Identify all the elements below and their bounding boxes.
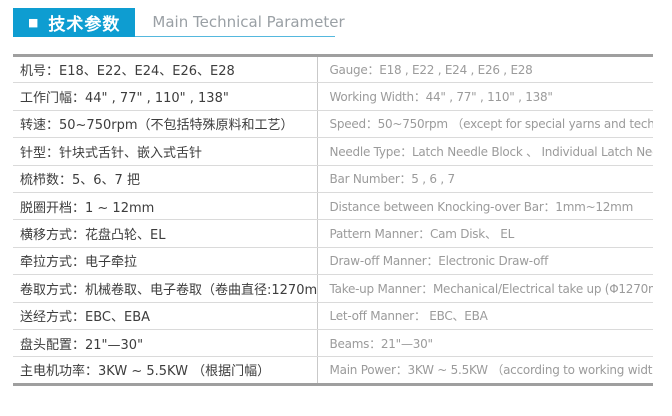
- spec-cell-chinese: 卷取方式：机械卷取、电子卷取（卷曲直径:1270mm): [13, 274, 318, 303]
- section-header: ■ 技术参数 Main Technical Parameter: [13, 8, 672, 37]
- table-row: 工作门幅：44" , 77" , 110" , 138" Working Wid…: [13, 82, 653, 111]
- spec-cell-english: Draw-off Manner：Electronic Draw-off: [317, 247, 653, 276]
- table-row: 盘头配置：21"—30" Beams：21"—30": [13, 329, 653, 358]
- section-subtitle-wrap: Main Technical Parameter: [135, 8, 345, 37]
- spec-cell-english: Let-off Manner： EBC、EBA: [317, 302, 653, 330]
- table-row: 机号：E18、E22、E24、E26、E28 Gauge：E18 , E22 ,…: [13, 55, 653, 84]
- spec-cell-english: Take-up Manner：Mechanical/Electrical tak…: [317, 274, 653, 303]
- table-row: 脱圈开档：1 ~ 12mm Distance between Knocking-…: [13, 192, 653, 221]
- spec-cell-chinese: 机号：E18、E22、E24、E26、E28: [13, 55, 318, 84]
- square-bullet-icon: ■: [28, 16, 40, 29]
- table-row: 针型：针块式舌针、嵌入式舌针 Needle Type：Latch Needle …: [13, 137, 653, 166]
- section-title-en: Main Technical Parameter: [152, 13, 345, 31]
- spec-cell-chinese: 牵拉方式：电子牵拉: [13, 247, 318, 276]
- spec-cell-chinese: 工作门幅：44" , 77" , 110" , 138": [13, 82, 318, 111]
- spec-cell-chinese: 横移方式：花盘凸轮、EL: [13, 219, 318, 248]
- table-row: 牵拉方式：电子牵拉 Draw-off Manner：Electronic Dra…: [13, 247, 653, 276]
- spec-cell-chinese: 针型：针块式舌针、嵌入式舌针: [13, 137, 318, 166]
- section-title-cn: 技术参数: [48, 15, 121, 35]
- spec-cell-chinese: 主电机功率：3KW ~ 5.5KW （根据门幅）: [13, 356, 318, 385]
- spec-cell-chinese: 脱圈开档：1 ~ 12mm: [13, 192, 318, 221]
- spec-cell-english: Needle Type：Latch Needle Block 、 Individ…: [317, 137, 653, 166]
- table-row: 送经方式：EBC、EBA Let-off Manner： EBC、EBA: [13, 302, 653, 330]
- table-row: 主电机功率：3KW ~ 5.5KW （根据门幅） Main Power：3KW …: [13, 356, 653, 385]
- spec-cell-english: Bar Number：5 , 6 , 7: [317, 165, 653, 193]
- section-title-badge: ■ 技术参数: [13, 8, 136, 37]
- spec-cell-english: Main Power：3KW ~ 5.5KW （according to wor…: [317, 356, 653, 385]
- spec-cell-english: Working Width：44" , 77" , 110" , 138": [317, 82, 653, 111]
- technical-parameter-table: 机号：E18、E22、E24、E26、E28 Gauge：E18 , E22 ,…: [13, 54, 653, 386]
- spec-cell-english: Gauge：E18 , E22 , E24 , E26 , E28: [317, 55, 653, 84]
- spec-cell-english: Pattern Manner：Cam Disk、 EL: [317, 219, 653, 248]
- spec-cell-chinese: 转速：50~750rpm（不包括特殊原料和工艺）: [13, 110, 318, 139]
- table-row: 横移方式：花盘凸轮、EL Pattern Manner：Cam Disk、 EL: [13, 219, 653, 248]
- spec-cell-english: Beams：21"—30": [317, 329, 653, 358]
- table-row: 卷取方式：机械卷取、电子卷取（卷曲直径:1270mm) Take-up Mann…: [13, 274, 653, 303]
- spec-cell-chinese: 盘头配置：21"—30": [13, 329, 318, 358]
- table-row: 转速：50~750rpm（不包括特殊原料和工艺） Speed：50~750rpm…: [13, 110, 653, 139]
- spec-cell-chinese: 送经方式：EBC、EBA: [13, 302, 318, 330]
- spec-cell-english: Distance between Knocking-over Bar：1mm~1…: [317, 192, 653, 221]
- table-row: 梳栉数：5、6、7 把 Bar Number：5 , 6 , 7: [13, 165, 653, 193]
- spec-cell-chinese: 梳栉数：5、6、7 把: [13, 165, 318, 193]
- spec-table-body: 机号：E18、E22、E24、E26、E28 Gauge：E18 , E22 ,…: [13, 55, 653, 385]
- spec-cell-english: Speed：50~750rpm （except for special yarn…: [317, 110, 653, 139]
